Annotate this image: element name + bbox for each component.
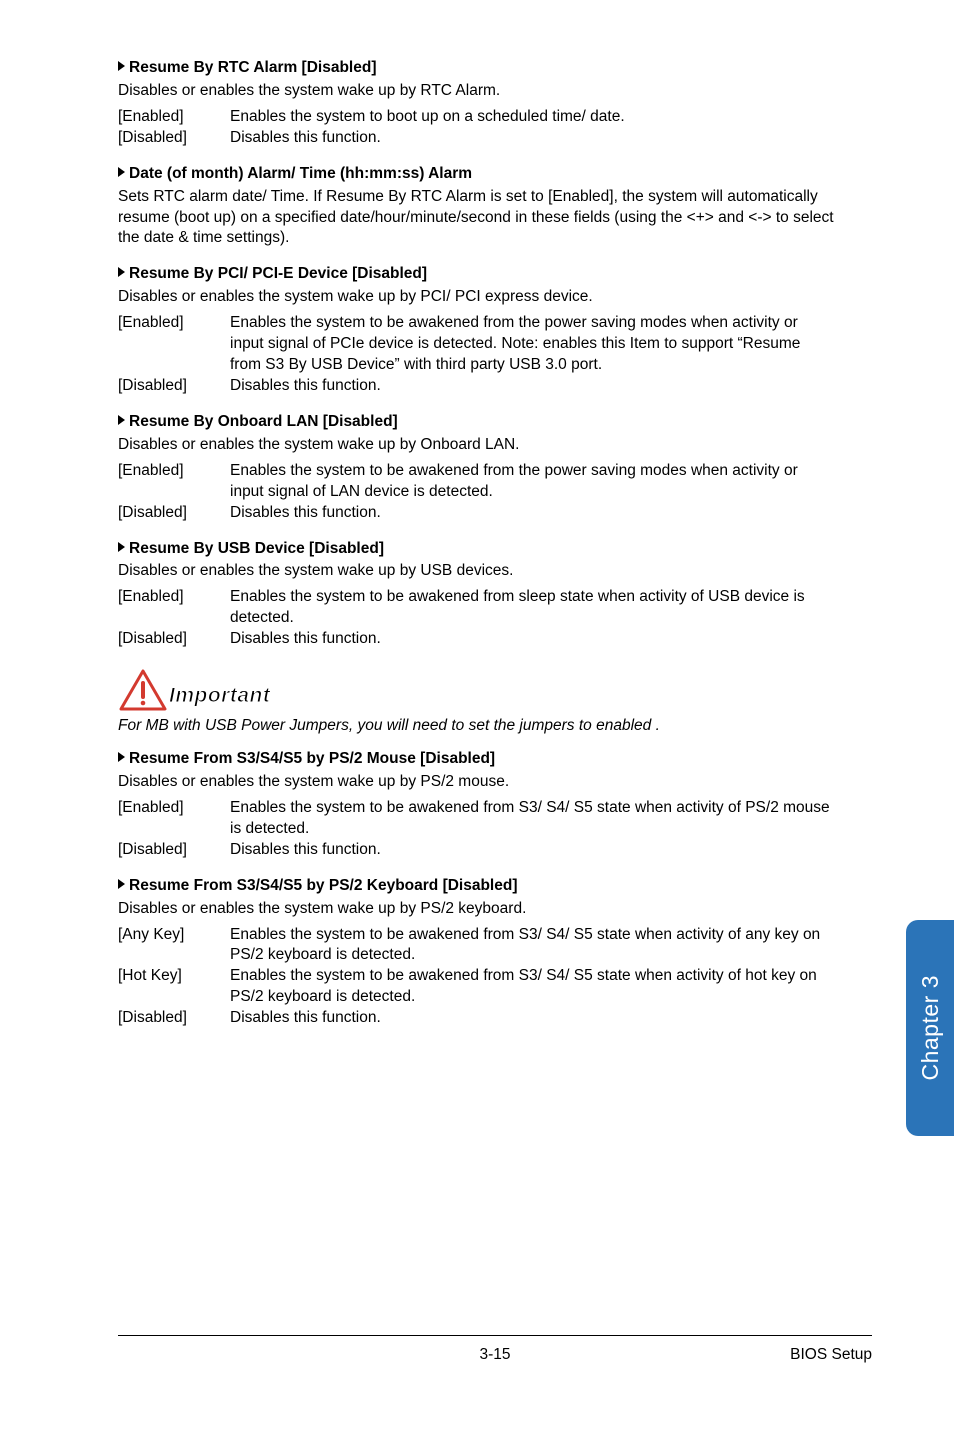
option-row: [Enabled]Enables the system to be awaken… xyxy=(118,587,834,629)
option-value: Disables this function. xyxy=(230,128,834,149)
option-key: [Hot Key] xyxy=(118,966,230,1008)
section-description: Disables or enables the system wake up b… xyxy=(118,435,834,456)
sections-group-1: Resume By RTC Alarm [Disabled] Disables o… xyxy=(118,58,834,650)
option-value: Enables the system to be awakened from S… xyxy=(230,798,834,840)
option-row: [Any Key]Enables the system to be awaken… xyxy=(118,925,834,967)
option-key: [Disabled] xyxy=(118,629,230,650)
option-key: [Enabled] xyxy=(118,107,230,128)
important-callout: Important xyxy=(118,668,834,712)
bios-setting-section: Resume By USB Device [Disabled] Disables … xyxy=(118,539,834,651)
important-label: Important xyxy=(169,682,270,712)
section-heading: Resume From S3/S4/S5 by PS/2 Keyboard [D… xyxy=(118,876,834,897)
option-value: Enables the system to be awakened from S… xyxy=(230,925,834,967)
option-value: Enables the system to be awakened from S… xyxy=(230,966,834,1008)
option-row: [Disabled]Disables this function. xyxy=(118,840,834,861)
heading-text: Resume By RTC Alarm [Disabled] xyxy=(129,59,377,76)
arrow-right-icon xyxy=(118,415,125,425)
arrow-right-icon xyxy=(118,879,125,889)
arrow-right-icon xyxy=(118,61,125,71)
page-footer: 3-15 BIOS Setup xyxy=(118,1335,872,1364)
option-row: [Enabled]Enables the system to be awaken… xyxy=(118,461,834,503)
option-key: [Enabled] xyxy=(118,313,230,376)
section-heading: Resume By Onboard LAN [Disabled] xyxy=(118,412,834,433)
option-key: [Enabled] xyxy=(118,461,230,503)
arrow-right-icon xyxy=(118,542,125,552)
section-description: Disables or enables the system wake up b… xyxy=(118,81,834,102)
section-heading: Resume By USB Device [Disabled] xyxy=(118,539,834,560)
option-key: [Any Key] xyxy=(118,925,230,967)
option-value: Enables the system to boot up on a sched… xyxy=(230,107,834,128)
arrow-right-icon xyxy=(118,752,125,762)
footer-divider xyxy=(118,1335,872,1336)
option-key: [Disabled] xyxy=(118,503,230,524)
heading-text: Resume From S3/S4/S5 by PS/2 Mouse [Disa… xyxy=(129,750,495,767)
chapter-tab-label: Chapter 3 xyxy=(917,975,944,1081)
section-description: Disables or enables the system wake up b… xyxy=(118,287,834,308)
section-heading: Date (of month) Alarm/ Time (hh:mm:ss) A… xyxy=(118,164,834,185)
section-description: Disables or enables the system wake up b… xyxy=(118,772,834,793)
option-row: [Hot Key]Enables the system to be awaken… xyxy=(118,966,834,1008)
bios-setting-section: Resume From S3/S4/S5 by PS/2 Mouse [Disa… xyxy=(118,749,834,861)
sections-group-2: Resume From S3/S4/S5 by PS/2 Mouse [Disa… xyxy=(118,749,834,1029)
bios-setting-section: Date (of month) Alarm/ Time (hh:mm:ss) A… xyxy=(118,164,834,250)
option-row: [Enabled]Enables the system to be awaken… xyxy=(118,798,834,840)
heading-text: Resume From S3/S4/S5 by PS/2 Keyboard [D… xyxy=(129,877,518,894)
chapter-tab: Chapter 3 xyxy=(906,920,954,1136)
option-value: Disables this function. xyxy=(230,376,834,397)
heading-text: Resume By PCI/ PCI-E Device [Disabled] xyxy=(129,265,427,282)
option-value: Disables this function. xyxy=(230,629,834,650)
option-key: [Disabled] xyxy=(118,840,230,861)
footer-page-number: 3-15 xyxy=(118,1346,872,1364)
option-row: [Disabled]Disables this function. xyxy=(118,503,834,524)
heading-text: Resume By Onboard LAN [Disabled] xyxy=(129,413,398,430)
option-row: [Enabled]Enables the system to boot up o… xyxy=(118,107,834,128)
option-value: Disables this function. xyxy=(230,1008,834,1029)
option-value: Disables this function. xyxy=(230,503,834,524)
warning-triangle-icon xyxy=(118,668,168,712)
bios-setting-section: Resume From S3/S4/S5 by PS/2 Keyboard [D… xyxy=(118,876,834,1029)
option-row: [Disabled]Disables this function. xyxy=(118,128,834,149)
option-row: [Disabled]Disables this function. xyxy=(118,629,834,650)
section-description: Disables or enables the system wake up b… xyxy=(118,561,834,582)
bios-setting-section: Resume By RTC Alarm [Disabled] Disables o… xyxy=(118,58,834,149)
option-key: [Disabled] xyxy=(118,128,230,149)
section-heading: Resume By PCI/ PCI-E Device [Disabled] xyxy=(118,264,834,285)
heading-text: Resume By USB Device [Disabled] xyxy=(129,540,384,557)
important-note: For MB with USB Power Jumpers, you will … xyxy=(118,716,834,737)
bios-setting-section: Resume By Onboard LAN [Disabled] Disables… xyxy=(118,412,834,524)
option-key: [Disabled] xyxy=(118,1008,230,1029)
bios-setting-section: Resume By PCI/ PCI-E Device [Disabled] Di… xyxy=(118,264,834,397)
page-content: Resume By RTC Alarm [Disabled] Disables o… xyxy=(0,0,954,1029)
option-key: [Disabled] xyxy=(118,376,230,397)
section-heading: Resume From S3/S4/S5 by PS/2 Mouse [Disa… xyxy=(118,749,834,770)
option-value: Enables the system to be awakened from t… xyxy=(230,461,834,503)
section-description: Sets RTC alarm date/ Time. If Resume By … xyxy=(118,187,834,250)
option-row: [Disabled]Disables this function. xyxy=(118,1008,834,1029)
option-row: [Enabled]Enables the system to be awaken… xyxy=(118,313,834,376)
option-row: [Disabled]Disables this function. xyxy=(118,376,834,397)
section-heading: Resume By RTC Alarm [Disabled] xyxy=(118,58,834,79)
option-value: Enables the system to be awakened from t… xyxy=(230,313,834,376)
heading-text: Date (of month) Alarm/ Time (hh:mm:ss) A… xyxy=(129,165,472,182)
arrow-right-icon xyxy=(118,267,125,277)
option-key: [Enabled] xyxy=(118,587,230,629)
arrow-right-icon xyxy=(118,167,125,177)
section-description: Disables or enables the system wake up b… xyxy=(118,899,834,920)
option-value: Enables the system to be awakened from s… xyxy=(230,587,834,629)
option-value: Disables this function. xyxy=(230,840,834,861)
option-key: [Enabled] xyxy=(118,798,230,840)
